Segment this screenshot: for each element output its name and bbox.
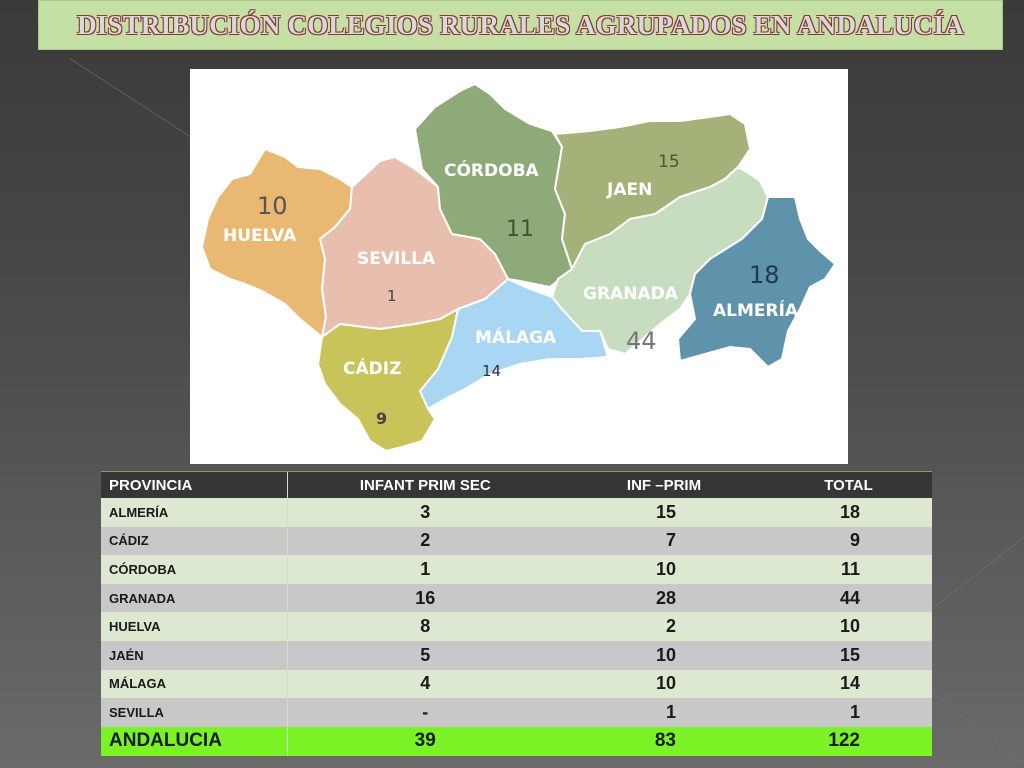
label-huelva: HUELVA bbox=[223, 226, 297, 246]
header-total: TOTAL bbox=[765, 471, 932, 498]
count-granada: 44 bbox=[626, 327, 657, 355]
background-decoration-line bbox=[930, 536, 1024, 611]
cell-inf-prim: 10 bbox=[563, 640, 765, 670]
count-huelva: 10 bbox=[257, 192, 288, 220]
cell-infant-prim-sec: 8 bbox=[286, 612, 563, 641]
cell-infant-prim-sec: 16 bbox=[286, 583, 563, 613]
cell-total: 15 bbox=[765, 640, 932, 670]
cell-total: 9 bbox=[765, 526, 932, 556]
total-cell-inf-prim: 83 bbox=[563, 726, 765, 756]
label-malaga: MÁLAGA bbox=[475, 326, 557, 348]
label-almeria: ALMERÍA bbox=[713, 299, 799, 321]
table-row: CÁDIZ 2 7 9 bbox=[101, 526, 932, 556]
province-cadiz bbox=[316, 307, 460, 453]
count-sevilla: 1 bbox=[387, 287, 397, 305]
table-row: ALMERÍA 3 15 18 bbox=[101, 498, 932, 527]
province-almeria bbox=[676, 196, 837, 369]
cell-provincia: CÁDIZ bbox=[101, 526, 287, 556]
cell-infant-prim-sec: 5 bbox=[286, 640, 563, 670]
cell-total: 44 bbox=[765, 583, 932, 613]
label-granada: GRANADA bbox=[583, 284, 679, 304]
cell-total: 1 bbox=[765, 698, 932, 727]
count-almeria: 18 bbox=[749, 261, 780, 289]
andalucia-map: HUELVA 10 SEVILLA 1 CÓRDOBA 11 JAEN 15 G… bbox=[190, 69, 848, 464]
cell-provincia: JAÉN bbox=[101, 640, 287, 670]
total-cell-total: 122 bbox=[765, 726, 932, 756]
count-jaen: 15 bbox=[658, 152, 680, 172]
count-malaga: 14 bbox=[482, 362, 501, 380]
table-row: HUELVA 8 2 10 bbox=[101, 612, 932, 641]
table-row: GRANADA 16 28 44 bbox=[101, 583, 932, 613]
cell-provincia: HUELVA bbox=[101, 612, 287, 641]
cell-provincia: CÓRDOBA bbox=[101, 555, 287, 584]
cell-total: 10 bbox=[765, 612, 932, 641]
cell-inf-prim: 1 bbox=[563, 698, 765, 727]
cell-infant-prim-sec: - bbox=[286, 698, 563, 727]
label-jaen: JAEN bbox=[606, 180, 652, 200]
table-row: CÓRDOBA 1 10 11 bbox=[101, 555, 932, 584]
distribution-table: PROVINCIA INFANT PRIM SEC INF –PRIM TOTA… bbox=[101, 471, 932, 756]
total-cell-infant-prim-sec: 39 bbox=[286, 726, 563, 756]
header-inf-prim: INF –PRIM bbox=[563, 471, 765, 498]
map-svg: HUELVA 10 SEVILLA 1 CÓRDOBA 11 JAEN 15 G… bbox=[200, 82, 837, 453]
cell-infant-prim-sec: 3 bbox=[286, 498, 563, 527]
cell-provincia: GRANADA bbox=[101, 583, 287, 613]
label-sevilla: SEVILLA bbox=[357, 249, 436, 269]
cell-provincia: ALMERÍA bbox=[101, 498, 287, 527]
label-cadiz: CÁDIZ bbox=[343, 357, 401, 379]
cell-total: 14 bbox=[765, 669, 932, 699]
table-row: SEVILLA -1 1 bbox=[101, 698, 932, 727]
title-banner: DISTRIBUCIÓN COLEGIOS RURALES AGRUPADOS … bbox=[38, 0, 1003, 50]
cell-infant-prim-sec: 4 bbox=[286, 669, 563, 699]
cell-infant-prim-sec: 2 bbox=[286, 526, 563, 556]
cell-inf-prim: 15 bbox=[563, 498, 765, 527]
cell-inf-prim: 2 bbox=[563, 612, 765, 641]
table-total-row: ANDALUCIA 39 83 122 bbox=[101, 726, 932, 756]
province-malaga bbox=[418, 277, 610, 411]
table-row: MÁLAGA 4 10 14 bbox=[101, 669, 932, 699]
background-decoration-line bbox=[929, 690, 1024, 765]
page-title: DISTRIBUCIÓN COLEGIOS RURALES AGRUPADOS … bbox=[77, 9, 964, 40]
table-header-row: PROVINCIA INFANT PRIM SEC INF –PRIM TOTA… bbox=[101, 471, 932, 498]
table-row: JAÉN 5 10 15 bbox=[101, 640, 932, 670]
header-provincia: PROVINCIA bbox=[101, 471, 287, 498]
cell-inf-prim: 10 bbox=[563, 555, 765, 584]
cell-inf-prim: 28 bbox=[563, 583, 765, 613]
total-cell-provincia: ANDALUCIA bbox=[101, 726, 287, 756]
cell-provincia: SEVILLA bbox=[101, 698, 287, 727]
label-cordoba: CÓRDOBA bbox=[444, 159, 540, 181]
cell-total: 18 bbox=[765, 498, 932, 527]
header-infant-prim-sec: INFANT PRIM SEC bbox=[286, 471, 563, 498]
cell-provincia: MÁLAGA bbox=[101, 669, 287, 699]
count-cadiz: 9 bbox=[376, 409, 387, 428]
cell-inf-prim: 7 bbox=[563, 526, 765, 556]
count-cordoba: 11 bbox=[506, 217, 534, 242]
cell-inf-prim: 10 bbox=[563, 669, 765, 699]
cell-infant-prim-sec: 1 bbox=[286, 555, 563, 584]
cell-total: 11 bbox=[765, 555, 932, 584]
